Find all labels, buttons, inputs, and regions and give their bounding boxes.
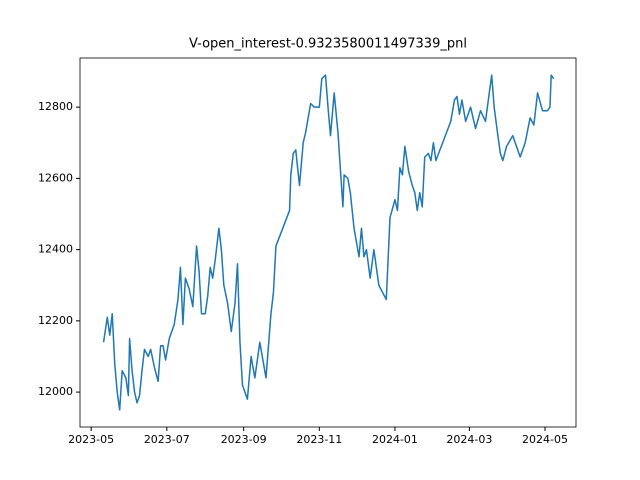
plot-frame: [79, 57, 577, 428]
x-tick-label: 2024-05: [522, 433, 568, 446]
x-tick-label: 2024-01: [372, 433, 418, 446]
line-series: [102, 74, 555, 411]
y-tick-label: 12200: [38, 314, 73, 327]
x-tick-label: 2023-09: [221, 433, 267, 446]
x-tick-label: 2023-11: [296, 433, 342, 446]
x-tick-label: 2023-05: [68, 433, 114, 446]
y-tick-label: 12800: [38, 100, 73, 113]
y-tick-label: 12000: [38, 385, 73, 398]
y-tick-label: 12600: [38, 171, 73, 184]
chart-title: V-open_interest-0.9323580011497339_pnl: [189, 37, 467, 52]
x-tick-label: 2023-07: [144, 433, 190, 446]
y-tick-label: 12400: [38, 243, 73, 256]
x-tick-label: 2024-03: [446, 433, 492, 446]
